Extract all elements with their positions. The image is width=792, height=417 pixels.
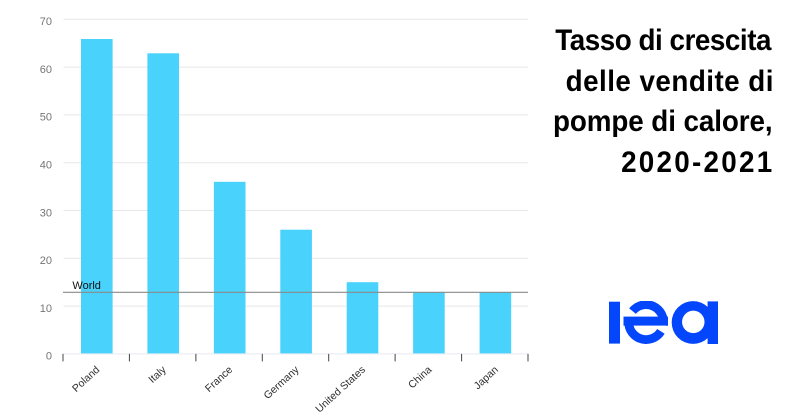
svg-text:Japan: Japan — [472, 364, 501, 392]
svg-text:Germany: Germany — [262, 363, 302, 402]
svg-text:France: France — [203, 364, 235, 395]
svg-text:50: 50 — [40, 112, 52, 124]
svg-text:30: 30 — [40, 207, 52, 219]
svg-text:10: 10 — [40, 303, 52, 315]
svg-text:40: 40 — [40, 160, 52, 172]
svg-text:China: China — [406, 364, 434, 391]
svg-text:World: World — [72, 280, 101, 292]
svg-text:Italy: Italy — [146, 363, 169, 385]
svg-text:60: 60 — [40, 64, 52, 76]
svg-text:Poland: Poland — [70, 364, 102, 395]
svg-text:70: 70 — [40, 16, 52, 28]
svg-text:20: 20 — [40, 255, 52, 267]
svg-text:0: 0 — [46, 351, 52, 363]
svg-text:United States: United States — [313, 364, 368, 415]
